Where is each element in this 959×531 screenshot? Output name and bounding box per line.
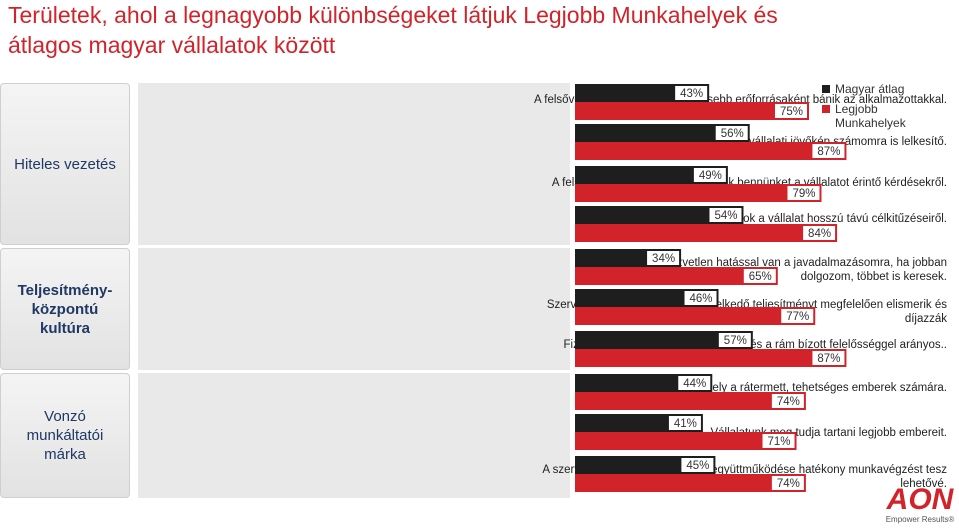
- legend-item-avg: Magyar átlag: [822, 82, 915, 96]
- value-label: 84%: [808, 228, 831, 240]
- category-vonzo-marka: Vonzó munkáltatói márka: [0, 373, 130, 498]
- category-label: Vonzó munkáltatói márka: [26, 408, 104, 463]
- category-label: Hiteles vezetés: [14, 155, 116, 173]
- value-label-bg: [787, 186, 820, 200]
- bar-avg: [575, 374, 713, 392]
- bar-best: [575, 432, 797, 450]
- value-label-bg: [812, 144, 845, 158]
- value-label: 75%: [780, 106, 803, 118]
- value-label: 45%: [686, 460, 709, 472]
- value-label-bg: [775, 104, 807, 118]
- value-label: 74%: [777, 478, 800, 490]
- legend-label: Magyar átlag: [835, 82, 905, 96]
- question-panel-2: [138, 248, 570, 370]
- value-label-bg: [675, 86, 708, 100]
- bar-avg: [575, 289, 719, 307]
- category-teljesitmeny-kultura: Teljesítmény-központú kultúra: [0, 248, 130, 370]
- value-label-bg: [743, 269, 776, 283]
- value-label: 74%: [777, 396, 800, 408]
- bar-best: [575, 392, 806, 410]
- value-label: 44%: [683, 378, 706, 390]
- value-label: 77%: [786, 311, 809, 323]
- bar-best: [575, 184, 822, 202]
- value-label-bg: [718, 333, 751, 347]
- value-label: 71%: [767, 436, 790, 448]
- aon-logo: AON Empower Results®: [884, 476, 956, 526]
- bar-best: [575, 267, 778, 285]
- bar-best: [575, 474, 806, 492]
- value-label-bg: [684, 291, 717, 305]
- value-label-bg: [771, 394, 804, 408]
- value-label-bg: [647, 251, 680, 265]
- bar-avg: [575, 166, 728, 184]
- category-label: Teljesítmény-központú kultúra: [17, 281, 113, 337]
- question-panel-3: [138, 373, 570, 498]
- page-title: Területek, ahol a legnagyobb különbségek…: [8, 2, 778, 58]
- value-label: 87%: [817, 353, 840, 365]
- bar-avg: [575, 456, 716, 474]
- value-label-bg: [709, 208, 742, 222]
- value-label: 49%: [699, 170, 722, 182]
- bar-best: [575, 142, 847, 160]
- bar-avg: [575, 124, 750, 142]
- legend-item-best: Legjobb Munkahelyek: [822, 102, 915, 130]
- value-label: 43%: [680, 88, 703, 100]
- value-label: 56%: [721, 128, 744, 140]
- value-label: 54%: [714, 210, 737, 222]
- legend-swatch: [822, 85, 830, 93]
- value-label-bg: [812, 351, 845, 365]
- bar-avg: [575, 331, 753, 349]
- value-label-bg: [678, 376, 711, 390]
- legend: Magyar átlag Legjobb Munkahelyek: [822, 82, 915, 136]
- value-label-bg: [715, 126, 748, 140]
- legend-label: Legjobb Munkahelyek: [835, 102, 906, 130]
- category-hiteles-vezetes: Hiteles vezetés: [0, 83, 130, 245]
- value-label-bg: [771, 476, 804, 490]
- logo-wordmark: AON: [886, 483, 955, 516]
- bar-avg: [575, 206, 744, 224]
- legend-swatch: [822, 105, 830, 113]
- value-label: 65%: [749, 271, 772, 283]
- value-label-bg: [681, 458, 714, 472]
- value-label-bg: [668, 416, 701, 430]
- bar-best: [575, 102, 809, 120]
- value-label: 46%: [689, 293, 712, 305]
- value-label: 87%: [817, 146, 840, 158]
- bar-best: [575, 349, 847, 367]
- value-label-bg: [803, 226, 836, 240]
- value-label: 41%: [674, 418, 697, 430]
- value-label: 34%: [652, 253, 675, 265]
- value-label-bg: [781, 309, 814, 323]
- value-label: 79%: [792, 188, 815, 200]
- value-label-bg: [762, 434, 795, 448]
- question-panel-1: [138, 83, 570, 245]
- value-label-bg: [693, 168, 726, 182]
- logo-tagline: Empower Results®: [886, 515, 955, 524]
- value-label: 57%: [724, 335, 747, 347]
- bar-best: [575, 307, 816, 325]
- bar-best: [575, 224, 838, 242]
